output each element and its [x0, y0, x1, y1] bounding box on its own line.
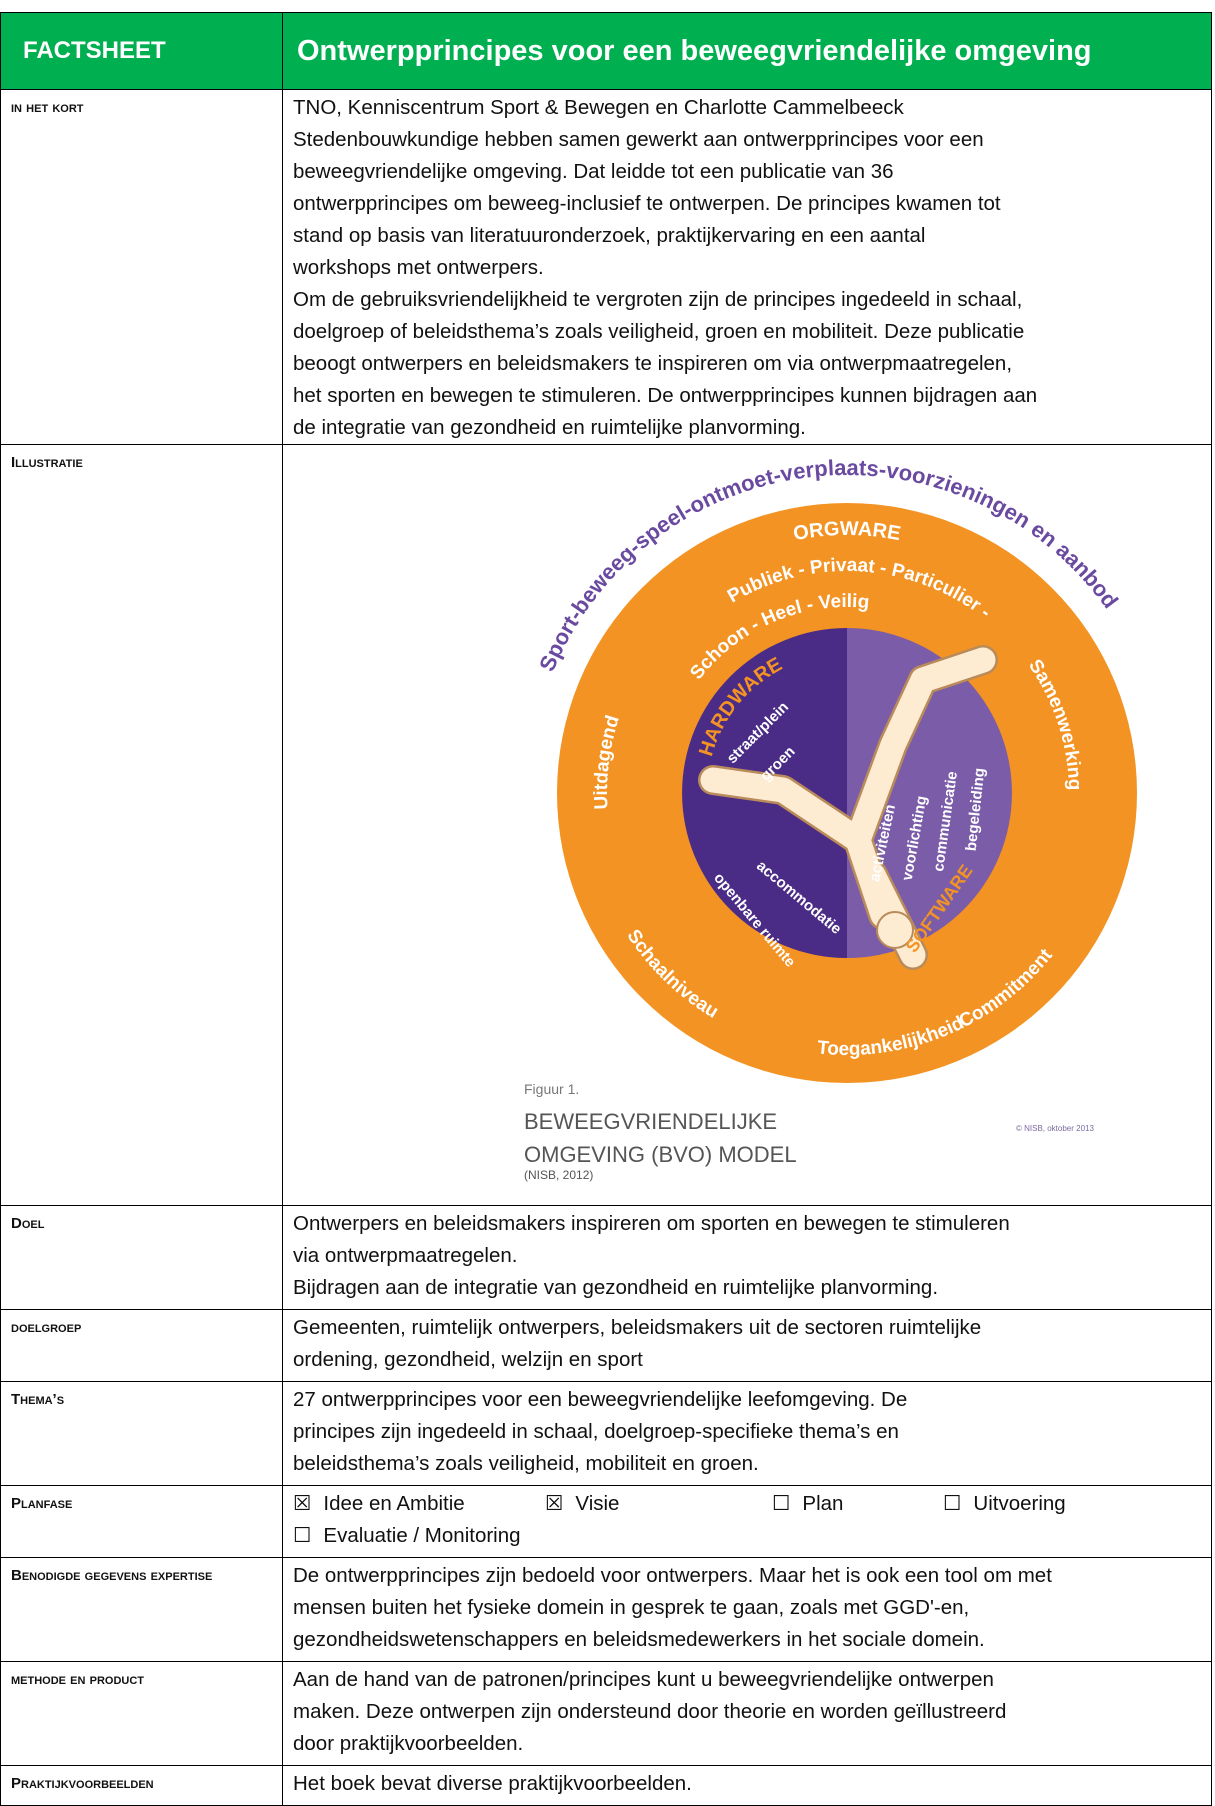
row-label: Praktijkvoorbeelden	[0, 1765, 283, 1806]
row-label: Doel	[0, 1205, 283, 1310]
caption-source: (NISB, 2012)	[524, 1168, 593, 1182]
checkbox-item: ☒ Visie	[545, 1488, 772, 1520]
row-label: methode en product	[0, 1661, 283, 1766]
text-line: workshops met ontwerpers.	[293, 256, 544, 279]
bvo-diagram: Sport-beweeg-speel-ontmoet-verplaats-voo…	[524, 455, 1137, 1182]
row-text: Gemeenten, ruimtelijk ontwerpers, beleid…	[282, 1309, 1212, 1382]
text-line: maken. Deze ontwerpen zijn ondersteund d…	[293, 1700, 1007, 1723]
text-line: Gemeenten, ruimtelijk ontwerpers, beleid…	[293, 1316, 982, 1339]
text-line: Om de gebruiksvriendelijkheid te vergrot…	[293, 288, 1023, 311]
text-line: doelgroep of beleidsthema’s zoals veilig…	[293, 320, 1025, 343]
factsheet-table: FACTSHEET Ontwerpprincipes voor een bewe…	[0, 12, 1212, 1806]
text-line: TNO, Kenniscentrum Sport & Bewegen en Ch…	[293, 96, 904, 119]
text-line: mensen buiten het fysieke domein in gesp…	[293, 1596, 970, 1619]
row-label: Thema’s	[0, 1381, 283, 1486]
checkbox: ☒	[545, 1492, 564, 1515]
credit: © NISB, oktober 2013	[1016, 1124, 1094, 1133]
illustration-row: Illustratie	[0, 444, 1212, 1206]
row-text: De ontwerpprincipes zijn bedoeld voor on…	[282, 1557, 1212, 1662]
text-line: stand op basis van literatuuronderzoek, …	[293, 224, 926, 247]
info-row: Doel Ontwerpers en beleidsmakers inspire…	[0, 1205, 1212, 1310]
checkbox-line: ☒ Idee en Ambitie ☒ Visie ☐ Plan ☐ Uitvoering	[293, 1488, 1201, 1520]
text-line: principes zijn ingedeeld in schaal, doel…	[293, 1420, 899, 1443]
checkbox-label: Evaluatie / Monitoring	[323, 1524, 521, 1547]
text-line: beleidsthema’s zoals veiligheid, mobilit…	[293, 1452, 759, 1475]
text-line: de integratie van gezondheid en ruimteli…	[293, 416, 806, 439]
checkbox-label: Plan	[802, 1492, 844, 1515]
figure-person	[698, 645, 998, 970]
row-text: Aan de hand van de patronen/principes ku…	[282, 1661, 1212, 1766]
row-label: doelgroep	[0, 1309, 283, 1382]
text-line: beweegvriendelijke omgeving. Dat leidde …	[293, 160, 894, 183]
text-line: Het boek bevat diverse praktijkvoorbeeld…	[293, 1772, 692, 1795]
row-label: Planfase	[0, 1485, 283, 1558]
caption-figure: Figuur 1.	[524, 1081, 579, 1097]
checkbox: ☐	[293, 1524, 312, 1547]
checkbox-label: Uitvoering	[973, 1492, 1066, 1515]
text-line: ordening, gezondheid, welzijn en sport	[293, 1348, 643, 1371]
text-line: Stedenbouwkundige hebben samen gewerkt a…	[293, 128, 984, 151]
text-line: door praktijkvoorbeelden.	[293, 1732, 524, 1755]
checkbox: ☐	[943, 1492, 962, 1515]
checkbox-label: Visie	[575, 1492, 620, 1515]
checkbox-line: ☐ Evaluatie / Monitoring	[293, 1520, 1201, 1552]
info-row: methode en product Aan de hand van de pa…	[0, 1661, 1212, 1766]
row-label: Illustratie	[0, 444, 283, 1206]
checkbox-item: ☐ Uitvoering	[943, 1488, 1183, 1520]
text-line: beoogt ontwerpers en beleidsmakers te in…	[293, 352, 1013, 375]
caption-title: OMGEVING (BVO) MODEL	[524, 1142, 797, 1167]
info-row: Benodigde gegevens expertise De ontwerpp…	[0, 1557, 1212, 1662]
row-label: in het kort	[0, 89, 283, 445]
checkbox: ☒	[293, 1492, 312, 1515]
header-row: FACTSHEET Ontwerpprincipes voor een bewe…	[0, 12, 1212, 90]
text-line: gezondheidswetenschappers en beleidsmede…	[293, 1628, 985, 1651]
intro-row: in het kort TNO, Kenniscentrum Sport & B…	[0, 89, 1212, 445]
text-line: Ontwerpers en beleidsmakers inspireren o…	[293, 1212, 1010, 1235]
row-text: Het boek bevat diverse praktijkvoorbeeld…	[282, 1765, 1212, 1806]
checkbox-item: ☒ Idee en Ambitie	[293, 1488, 545, 1520]
row-text: Ontwerpers en beleidsmakers inspireren o…	[282, 1205, 1212, 1310]
caption-title: BEWEEGVRIENDELIJKE	[524, 1109, 777, 1134]
text-line: ontwerpprincipes om beweeg-inclusief te …	[293, 192, 1001, 215]
text-line: 27 ontwerpprincipes voor een beweegvrien…	[293, 1388, 908, 1411]
header-label: FACTSHEET	[0, 12, 283, 90]
checkbox-item: ☐ Evaluatie / Monitoring	[293, 1520, 521, 1552]
row-label: Benodigde gegevens expertise	[0, 1557, 283, 1662]
info-row: doelgroep Gemeenten, ruimtelijk ontwerpe…	[0, 1309, 1212, 1382]
text-line: De ontwerpprincipes zijn bedoeld voor on…	[293, 1564, 1052, 1587]
checkbox-item: ☐ Plan	[772, 1488, 943, 1520]
text-line: Bijdragen aan de integratie van gezondhe…	[293, 1276, 939, 1299]
checkbox: ☐	[772, 1492, 791, 1515]
checkbox-list: ☒ Idee en Ambitie ☒ Visie ☐ Plan ☐ Uitvoering ☐ E…	[282, 1485, 1212, 1558]
info-row: Praktijkvoorbeelden Het boek bevat diver…	[0, 1765, 1212, 1806]
row-text: 27 ontwerpprincipes voor een beweegvrien…	[282, 1381, 1212, 1486]
info-row: Thema’s 27 ontwerpprincipes voor een bew…	[0, 1381, 1212, 1486]
text-line: via ontwerpmaatregelen.	[293, 1244, 518, 1267]
text-line: Aan de hand van de patronen/principes ku…	[293, 1668, 994, 1691]
illustration-cell: Sport-beweeg-speel-ontmoet-verplaats-voo…	[282, 444, 1212, 1206]
planfase-row: Planfase ☒ Idee en Ambitie ☒ Visie ☐ Plan ☐ Uit…	[0, 1485, 1212, 1558]
checkbox-label: Idee en Ambitie	[323, 1492, 465, 1515]
text-line: het sporten en bewegen te stimuleren. De…	[293, 384, 1038, 407]
header-title: Ontwerpprincipes voor een beweegvriendel…	[282, 12, 1212, 90]
row-text: TNO, Kenniscentrum Sport & Bewegen en Ch…	[282, 89, 1212, 445]
